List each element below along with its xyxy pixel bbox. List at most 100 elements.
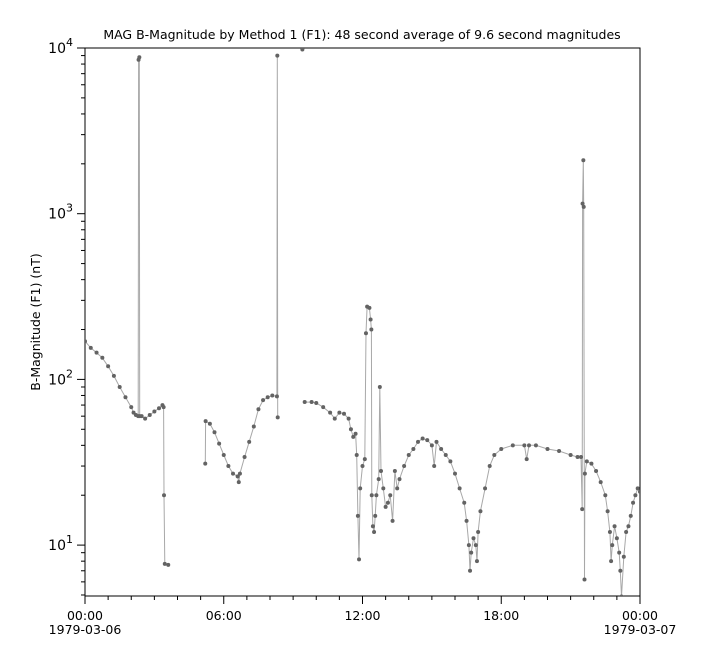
data-point <box>111 373 116 378</box>
data-point <box>631 500 636 505</box>
data-point <box>633 493 638 498</box>
data-point <box>527 443 531 448</box>
data-point <box>628 513 633 518</box>
data-point <box>212 430 217 435</box>
data-point <box>397 477 402 482</box>
data-point <box>448 459 453 464</box>
data-point <box>147 412 152 417</box>
data-point <box>337 410 342 415</box>
data-point <box>607 529 612 534</box>
data-point <box>353 431 358 436</box>
data-point <box>383 504 388 509</box>
data-point <box>137 55 142 60</box>
data-point <box>117 384 122 389</box>
data-point <box>275 53 280 58</box>
data-point <box>402 464 407 469</box>
data-point <box>390 518 395 523</box>
data-point <box>612 524 617 529</box>
data-point <box>203 461 208 466</box>
data-point <box>524 457 529 462</box>
data-point <box>626 524 631 529</box>
series-line-segment <box>204 55 279 483</box>
data-point <box>594 469 599 474</box>
data-point <box>377 384 382 389</box>
data-point <box>603 493 608 498</box>
data-point <box>545 447 550 452</box>
data-point <box>487 464 492 469</box>
data-point <box>129 405 134 410</box>
data-point <box>372 529 377 534</box>
y-tick-label: 102 <box>48 367 73 388</box>
data-point <box>589 461 594 466</box>
data-point <box>614 536 619 541</box>
data-point <box>270 393 275 398</box>
data-point <box>598 480 603 485</box>
data-point <box>275 415 280 420</box>
data-point <box>425 438 430 443</box>
data-point <box>274 394 279 399</box>
data-point <box>618 568 623 573</box>
data-point <box>354 452 359 457</box>
data-point <box>605 509 610 514</box>
data-point <box>226 464 231 469</box>
data-point <box>256 407 261 412</box>
data-point <box>411 447 416 452</box>
data-point <box>381 486 386 491</box>
data-point <box>522 443 527 448</box>
y-tick-label: 104 <box>48 36 73 57</box>
plot-frame <box>84 47 641 597</box>
data-point <box>478 509 483 514</box>
data-point <box>434 439 439 444</box>
data-point <box>362 457 367 462</box>
data-point <box>581 158 586 163</box>
data-point <box>100 355 105 360</box>
data-point <box>369 493 374 498</box>
data-point <box>207 421 212 426</box>
data-point <box>624 529 629 534</box>
data-point <box>474 559 479 564</box>
x-tick-date-label: 1979-03-06 <box>49 622 122 637</box>
data-point <box>321 405 326 410</box>
data-point <box>355 513 360 518</box>
data-point <box>621 554 626 559</box>
data-point <box>376 477 381 482</box>
y-tick-label: 103 <box>48 202 73 223</box>
data-point <box>582 471 587 476</box>
data-point <box>432 464 437 469</box>
data-point <box>236 480 241 485</box>
data-point <box>373 513 378 518</box>
data-point <box>242 455 247 460</box>
data-point <box>166 562 171 567</box>
data-point <box>635 486 640 491</box>
data-point <box>457 486 462 491</box>
data-point <box>231 471 235 476</box>
x-tick-label: 00:00 <box>67 608 103 623</box>
data-point <box>473 543 478 548</box>
data-point <box>374 493 379 498</box>
data-point <box>162 493 167 498</box>
data-point <box>302 400 307 405</box>
data-point <box>476 529 481 534</box>
data-point <box>429 443 434 448</box>
x-tick-label: 06:00 <box>206 608 242 623</box>
data-point <box>388 493 393 498</box>
data-point <box>235 474 240 479</box>
series-line-segment <box>85 57 169 566</box>
data-point <box>351 434 356 439</box>
data-point <box>582 577 587 582</box>
data-point <box>162 561 167 566</box>
data-point <box>143 416 148 421</box>
data-point <box>420 436 425 441</box>
data-point <box>385 500 390 505</box>
data-point <box>217 441 222 446</box>
y-axis-label: B-Magnitude (F1) (nT) <box>28 253 43 390</box>
data-point <box>123 395 128 400</box>
data-point <box>416 439 420 444</box>
data-point <box>358 486 363 491</box>
data-point <box>466 543 471 548</box>
data-point <box>251 424 256 429</box>
data-point <box>265 395 270 400</box>
data-point <box>379 469 383 474</box>
data-point <box>579 455 584 460</box>
